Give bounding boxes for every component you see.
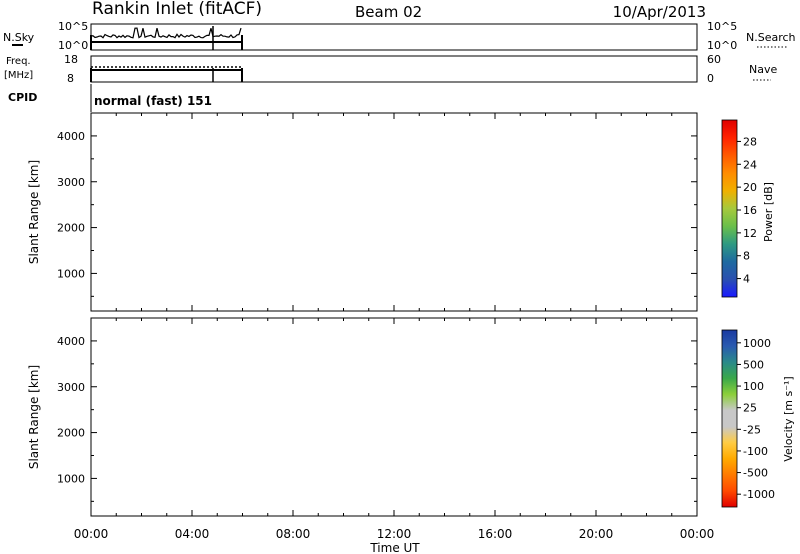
velocity-band bbox=[98, 368, 142, 401]
time-tick-label: 16:00 bbox=[478, 527, 513, 541]
power-colorbar-tick-label: 12 bbox=[743, 227, 757, 240]
power-band bbox=[91, 209, 243, 235]
velocity-ylabel: Slant Range [km] bbox=[27, 365, 41, 469]
power-band bbox=[91, 234, 243, 249]
velocity-colorbar-tick-label: -500 bbox=[743, 467, 768, 480]
nsky-trace bbox=[90, 27, 242, 39]
time-tick-label: 12:00 bbox=[377, 527, 412, 541]
velocity-band bbox=[166, 478, 243, 495]
velocity-ytick-label: 2000 bbox=[57, 427, 85, 440]
time-tick-label: 08:00 bbox=[276, 527, 311, 541]
power-ytick-label: 2000 bbox=[57, 222, 85, 235]
velocity-colorbar-tick-label: 25 bbox=[743, 402, 757, 415]
power-ytick-label: 1000 bbox=[57, 267, 85, 280]
velocity-colorbar-tick-label: 1000 bbox=[743, 337, 771, 350]
velocity-colorbar-label: Velocity [m s⁻¹] bbox=[782, 376, 795, 461]
velocity-colorbar-ticks: 1000 500 100 25 -25 -100 -500 -1000 bbox=[737, 337, 775, 501]
power-ytick-label: 3000 bbox=[57, 176, 85, 189]
time-tick-label: 04:00 bbox=[175, 527, 210, 541]
nave-tick-top: 60 bbox=[707, 53, 721, 66]
time-axis-label: Time UT bbox=[369, 541, 420, 554]
velocity-ytick-label: 3000 bbox=[57, 381, 85, 394]
power-panel: 1000 2000 3000 4000 bbox=[57, 112, 698, 312]
power-data bbox=[91, 168, 243, 290]
velocity-panel: 1000 2000 3000 4000 bbox=[57, 317, 698, 517]
freq-tick-bottom: 8 bbox=[67, 72, 74, 85]
nsky-tick-top: 10^5 bbox=[58, 20, 88, 33]
time-axis: 00:00 04:00 08:00 12:00 16:00 20:00 00:00 bbox=[74, 527, 715, 541]
time-tick-label: 20:00 bbox=[579, 527, 614, 541]
power-band bbox=[91, 257, 243, 269]
velocity-ytick-label: 4000 bbox=[57, 335, 85, 348]
nave-label: Nave bbox=[749, 63, 777, 76]
power-colorbar-tick-label: 24 bbox=[743, 158, 757, 171]
cpid-value: normal (fast) 151 bbox=[94, 94, 212, 108]
velocity-colorbar-tick-label: -1000 bbox=[743, 488, 775, 501]
velocity-colorbar-tick-label: -100 bbox=[743, 445, 768, 458]
time-tick-label: 00:00 bbox=[74, 527, 109, 541]
nsky-panel bbox=[90, 23, 698, 51]
power-band bbox=[91, 268, 243, 290]
nsearch-tick-top: 10^5 bbox=[707, 20, 737, 33]
nsearch-tick-bottom: 10^0 bbox=[707, 39, 737, 52]
nsky-tick-bottom: 10^0 bbox=[58, 39, 88, 52]
velocity-colorbar-tick-label: 500 bbox=[743, 358, 764, 371]
power-colorbar-tick-label: 28 bbox=[743, 135, 757, 148]
nsearch-label: N.Search bbox=[746, 31, 796, 44]
cpid-label: CPID bbox=[8, 91, 37, 104]
beam-label: Beam 02 bbox=[355, 3, 422, 21]
power-colorbar-ticks: 28 24 20 16 12 8 4 bbox=[737, 135, 757, 286]
velocity-band bbox=[91, 414, 117, 438]
nave-tick-bottom: 0 bbox=[707, 72, 714, 85]
power-colorbar-tick-label: 16 bbox=[743, 204, 757, 217]
freq-label: Freq. bbox=[6, 56, 31, 67]
time-tick-label: 00:00 bbox=[680, 527, 715, 541]
velocity-data bbox=[91, 368, 243, 495]
power-colorbar-tick-label: 4 bbox=[743, 273, 750, 286]
power-band bbox=[98, 168, 129, 196]
velocity-band bbox=[91, 466, 243, 479]
power-colorbar-tick-label: 8 bbox=[743, 250, 750, 263]
freq-tick-top: 18 bbox=[64, 53, 78, 66]
velocity-band bbox=[91, 478, 167, 495]
velocity-colorbar-tick-label: -25 bbox=[743, 423, 761, 436]
date-label: 10/Apr/2013 bbox=[613, 3, 706, 21]
power-colorbar-label: Power [dB] bbox=[762, 182, 775, 242]
power-colorbar bbox=[721, 119, 738, 298]
station-title: Rankin Inlet (fitACF) bbox=[92, 0, 262, 19]
power-ytick-label: 4000 bbox=[57, 130, 85, 143]
velocity-ytick-label: 1000 bbox=[57, 472, 85, 485]
power-colorbar-tick-label: 20 bbox=[743, 181, 757, 194]
power-band bbox=[91, 248, 243, 258]
velocity-colorbar bbox=[721, 329, 738, 508]
velocity-colorbar-tick-label: 100 bbox=[743, 380, 764, 393]
freq-unit: [MHz] bbox=[4, 70, 33, 81]
power-ylabel: Slant Range [km] bbox=[27, 160, 41, 264]
nsky-label: N.Sky bbox=[3, 31, 35, 44]
